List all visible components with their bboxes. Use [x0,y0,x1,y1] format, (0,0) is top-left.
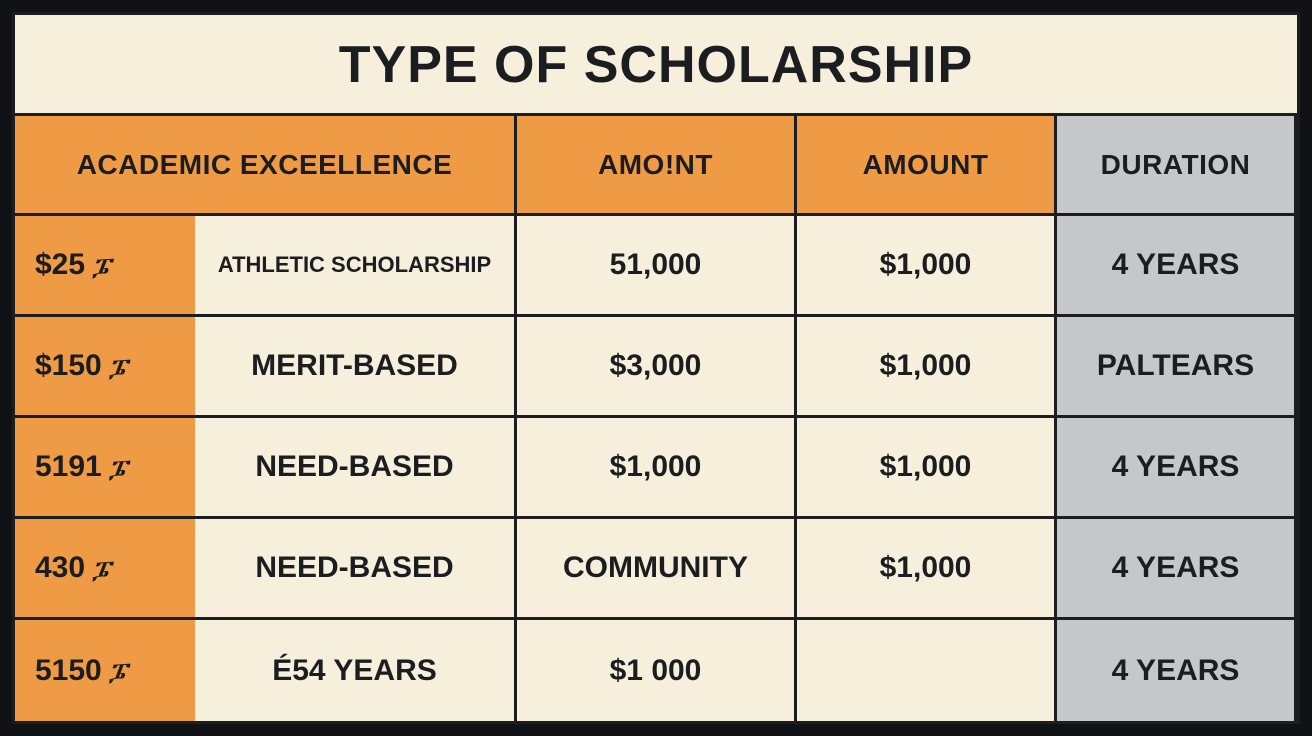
row3-col-d: $1,000 [797,519,1057,620]
row1-col-e: PALTEARS [1057,317,1297,418]
flourish-icon: ᎎ [91,250,110,285]
row4-col-d [797,620,1057,721]
row2-col-e: 4 YEARS [1057,418,1297,519]
row4-b-text: É54 YEARS [272,654,437,688]
row0-col-d: $1,000 [797,216,1057,317]
row0-col-a: $25 ᎎ [15,216,195,317]
row1-col-c: $3,000 [517,317,797,418]
row2-c-text: $1,000 [610,450,702,484]
row3-c-text: COMMUNITY [563,551,748,585]
header-academic-text: ACADEMIC EXCEELLENCE [77,149,453,181]
header-academic: ACADEMIC EXCEELLENCE [15,116,517,216]
header-amount-2-text: AMOUNT [863,149,989,181]
row0-col-c: 51,000 [517,216,797,317]
table-panel: TYPE OF SCHOLARSHIP ACADEMIC EXCEELLENCE… [12,12,1300,724]
row4-col-b: É54 YEARS [195,620,517,721]
row4-col-a: 5150 ᎎ [15,620,195,721]
table-title: TYPE OF SCHOLARSHIP [15,15,1297,116]
row4-col-c: $1 000 [517,620,797,721]
row0-c-text: 51,000 [610,248,702,282]
flourish-icon: ᎎ [108,351,127,386]
row0-col-b: ATHLETIC SCHOLARSHIP [195,216,517,317]
row1-a-text: $150 [35,349,102,383]
row2-d-text: $1,000 [880,450,972,484]
row1-col-a: $150 ᎎ [15,317,195,418]
outer-frame: TYPE OF SCHOLARSHIP ACADEMIC EXCEELLENCE… [0,0,1312,736]
row4-a-text: 5150 [35,654,102,688]
row0-e-text: 4 YEARS [1112,248,1240,282]
table-grid: ACADEMIC EXCEELLENCE AMO!NT AMOUNT DURAT… [15,116,1297,721]
row3-col-e: 4 YEARS [1057,519,1297,620]
row2-a-text: 5191 [35,450,102,484]
row2-b-text: NEED-BASED [255,450,453,484]
row3-b-text: NEED-BASED [255,551,453,585]
row3-a-text: 430 [35,551,85,585]
row0-col-e: 4 YEARS [1057,216,1297,317]
row1-col-b: MERIT-BASED [195,317,517,418]
row4-e-text: 4 YEARS [1112,654,1240,688]
header-duration: DURATION [1057,116,1297,216]
row1-b-text: MERIT-BASED [251,349,458,383]
flourish-icon: ᎎ [91,553,110,588]
flourish-icon: ᎎ [108,655,127,690]
row3-e-text: 4 YEARS [1112,551,1240,585]
row1-col-d: $1,000 [797,317,1057,418]
table-title-text: TYPE OF SCHOLARSHIP [339,36,973,94]
row3-d-text: $1,000 [880,551,972,585]
row1-c-text: $3,000 [610,349,702,383]
row1-e-text: PALTEARS [1097,349,1254,383]
row4-col-e: 4 YEARS [1057,620,1297,721]
header-amount-2: AMOUNT [797,116,1057,216]
row3-col-b: NEED-BASED [195,519,517,620]
header-duration-text: DURATION [1101,149,1251,181]
row2-col-c: $1,000 [517,418,797,519]
row0-a-text: $25 [35,248,85,282]
row0-d-text: $1,000 [880,248,972,282]
row2-e-text: 4 YEARS [1112,450,1240,484]
flourish-icon: ᎎ [108,452,127,487]
header-amount-1: AMO!NT [517,116,797,216]
row3-col-c: COMMUNITY [517,519,797,620]
row2-col-a: 5191 ᎎ [15,418,195,519]
row2-col-d: $1,000 [797,418,1057,519]
row0-b-text: ATHLETIC SCHOLARSHIP [218,252,491,278]
header-amount-1-text: AMO!NT [598,149,713,181]
row1-d-text: $1,000 [880,349,972,383]
row2-col-b: NEED-BASED [195,418,517,519]
row3-col-a: 430 ᎎ [15,519,195,620]
row4-c-text: $1 000 [610,654,702,688]
